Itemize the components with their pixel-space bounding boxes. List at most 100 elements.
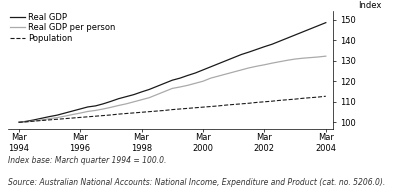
Population — [154, 110, 159, 112]
Real GDP — [308, 28, 313, 30]
Population — [239, 103, 244, 105]
Real GDP per person — [324, 55, 328, 57]
Real GDP — [224, 60, 228, 62]
Real GDP per person — [316, 56, 320, 58]
Population — [39, 119, 44, 122]
Real GDP — [285, 37, 290, 39]
Real GDP per person — [24, 121, 29, 123]
Population — [216, 105, 221, 107]
Population — [101, 114, 106, 117]
Real GDP per person — [16, 121, 21, 123]
Population — [316, 96, 320, 98]
Real GDP — [124, 95, 129, 98]
Real GDP per person — [47, 118, 52, 120]
Real GDP per person — [131, 101, 136, 103]
Real GDP per person — [239, 69, 244, 71]
Text: Source: Australian National Accounts: National Income, Expenditure and Product (: Source: Australian National Accounts: Na… — [8, 178, 385, 187]
Real GDP — [78, 108, 83, 110]
Real GDP per person — [70, 113, 75, 116]
Population — [254, 101, 259, 104]
Population — [93, 115, 98, 117]
Real GDP — [239, 53, 244, 56]
Real GDP — [70, 110, 75, 112]
Real GDP per person — [270, 62, 274, 64]
Population — [162, 109, 167, 112]
Real GDP — [131, 94, 136, 96]
Real GDP per person — [185, 84, 190, 87]
Real GDP — [62, 112, 67, 114]
Real GDP — [278, 40, 282, 42]
Population — [247, 102, 251, 104]
Real GDP per person — [78, 112, 83, 114]
Population — [177, 108, 182, 110]
Population — [293, 98, 297, 100]
Real GDP per person — [262, 64, 267, 66]
Real GDP per person — [108, 106, 113, 108]
Real GDP — [293, 34, 297, 36]
Real GDP per person — [193, 82, 198, 84]
Real GDP per person — [93, 109, 98, 112]
Real GDP per person — [116, 104, 121, 107]
Real GDP per person — [293, 58, 297, 60]
Population — [308, 97, 313, 99]
Real GDP per person — [154, 94, 159, 96]
Real GDP per person — [254, 65, 259, 67]
Real GDP per person — [200, 80, 205, 82]
Line: Population: Population — [19, 96, 326, 122]
Population — [116, 113, 121, 115]
Population — [185, 107, 190, 109]
Population — [170, 108, 175, 111]
Real GDP — [116, 98, 121, 100]
Real GDP — [324, 22, 328, 24]
Population — [324, 95, 328, 97]
Real GDP — [139, 91, 144, 93]
Real GDP — [270, 43, 274, 45]
Real GDP — [262, 46, 267, 48]
Real GDP — [193, 72, 198, 74]
Real GDP per person — [55, 116, 60, 119]
Real GDP per person — [85, 110, 90, 113]
Real GDP per person — [124, 103, 129, 105]
Real GDP per person — [224, 73, 228, 75]
Real GDP — [162, 82, 167, 84]
Real GDP — [55, 114, 60, 116]
Real GDP — [247, 51, 251, 53]
Population — [285, 99, 290, 101]
Population — [62, 118, 67, 120]
Population — [24, 121, 29, 123]
Population — [108, 114, 113, 116]
Real GDP per person — [247, 67, 251, 69]
Population — [131, 112, 136, 114]
Population — [124, 112, 129, 115]
Real GDP per person — [177, 86, 182, 88]
Real GDP — [177, 77, 182, 79]
Population — [224, 104, 228, 106]
Real GDP — [108, 100, 113, 102]
Real GDP — [231, 57, 236, 59]
Real GDP per person — [162, 90, 167, 93]
Population — [85, 116, 90, 118]
Legend: Real GDP, Real GDP per person, Population: Real GDP, Real GDP per person, Populatio… — [10, 13, 115, 43]
Line: Real GDP per person: Real GDP per person — [19, 56, 326, 122]
Real GDP — [185, 74, 190, 77]
Real GDP per person — [208, 77, 213, 79]
Real GDP — [216, 63, 221, 65]
Population — [47, 119, 52, 121]
Population — [301, 97, 305, 99]
Real GDP — [39, 117, 44, 119]
Population — [70, 117, 75, 119]
Real GDP per person — [101, 108, 106, 110]
Population — [55, 118, 60, 120]
Real GDP per person — [139, 99, 144, 101]
Real GDP — [16, 121, 21, 123]
Real GDP per person — [147, 97, 152, 99]
Real GDP — [93, 105, 98, 107]
Real GDP — [301, 31, 305, 33]
Population — [208, 105, 213, 108]
Real GDP — [170, 79, 175, 81]
Real GDP per person — [308, 57, 313, 59]
Real GDP — [254, 48, 259, 50]
Population — [16, 121, 21, 123]
Real GDP per person — [278, 60, 282, 63]
Population — [278, 99, 282, 101]
